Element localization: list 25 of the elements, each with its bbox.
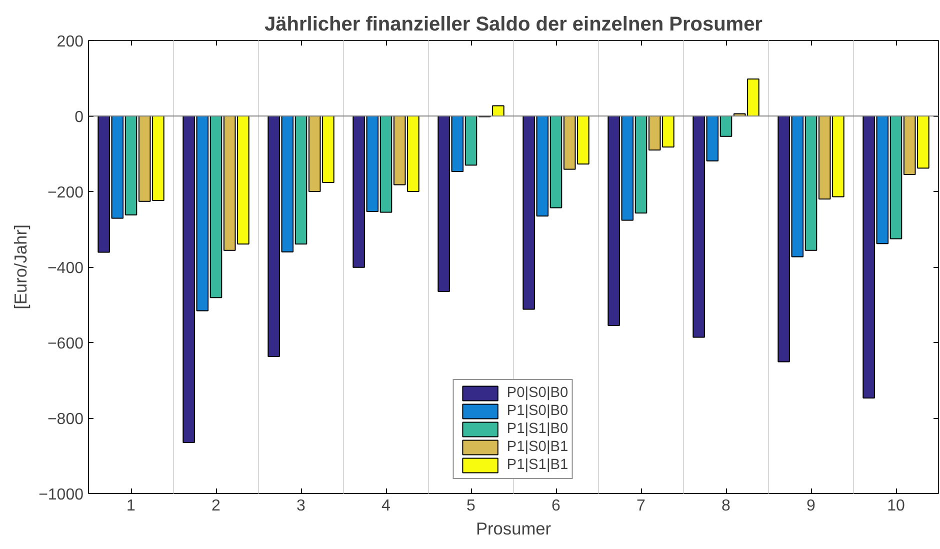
legend-label: P0|S0|B0 — [506, 384, 568, 402]
y-tick-label: 200 — [56, 34, 84, 50]
y-tick-label: 0 — [74, 109, 84, 126]
x-tick-label: 7 — [636, 498, 646, 514]
y-tick-label: −400 — [47, 260, 84, 277]
x-tick-label: 10 — [887, 498, 905, 514]
x-tick-label: 8 — [722, 498, 731, 514]
legend-label: P1|S0|B0 — [506, 402, 568, 420]
x-tick-label: 3 — [296, 498, 306, 514]
y-axis-title: [Euro/Jahr] — [10, 224, 31, 310]
x-tick-label: 6 — [552, 498, 561, 514]
x-tick-label: 2 — [212, 498, 221, 514]
x-tick-label: 5 — [466, 498, 476, 514]
x-tick-label: 9 — [806, 498, 816, 514]
y-tick-label: −200 — [47, 184, 84, 202]
x-axis-title: Prosumer — [476, 518, 552, 538]
legend-label: P1|S1|B0 — [506, 420, 568, 438]
legend-label: P1|S1|B1 — [506, 456, 568, 474]
y-tick-label: −800 — [47, 411, 84, 428]
x-tick-label: 4 — [382, 498, 391, 514]
y-tick-label: −1000 — [38, 486, 84, 504]
legend-label: P1|S0|B1 — [506, 438, 568, 456]
chart-title: Jährlicher finanzieller Saldo der einzelnen Prosumer — [264, 14, 763, 36]
y-tick-label: −600 — [47, 336, 84, 352]
x-tick-label: 1 — [126, 498, 136, 514]
